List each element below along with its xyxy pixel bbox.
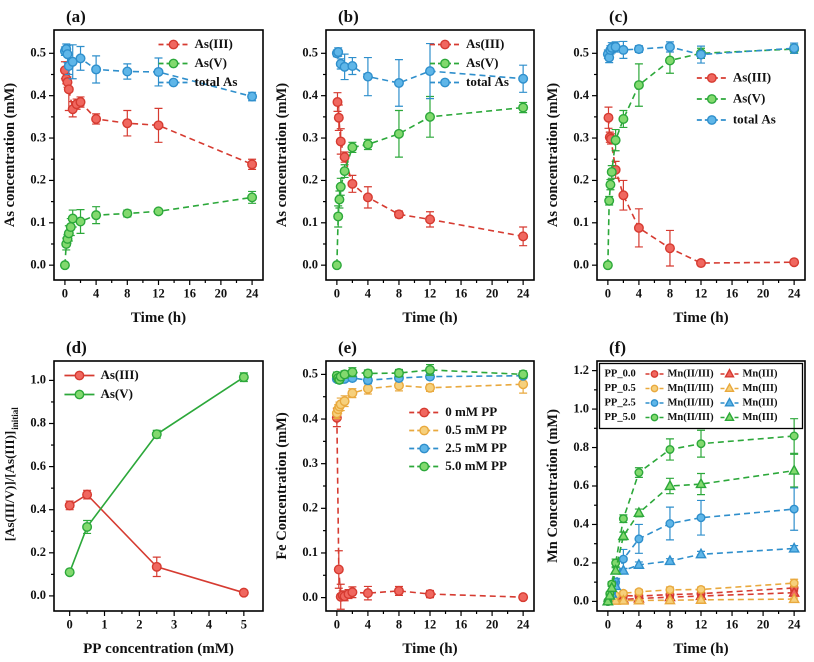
panel-a-chart	[0, 0, 272, 331]
panel-b	[272, 0, 543, 331]
panel-d-chart	[0, 331, 272, 662]
panel-e	[272, 331, 543, 662]
panel-e-chart	[272, 331, 543, 662]
panel-f-chart	[543, 331, 814, 662]
panel-d	[0, 331, 272, 662]
panel-f	[543, 331, 814, 662]
panel-a	[0, 0, 272, 331]
panel-b-chart	[272, 0, 543, 331]
panel-c-chart	[543, 0, 814, 331]
panel-c	[543, 0, 814, 331]
